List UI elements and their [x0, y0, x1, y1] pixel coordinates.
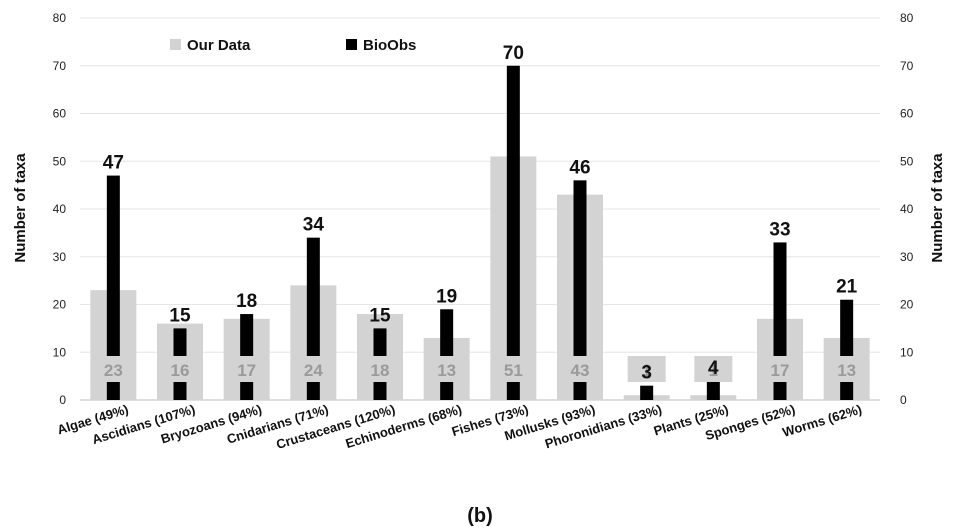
y-tick-left-70: 70	[53, 59, 67, 73]
bar-bioobs-5	[440, 309, 454, 400]
label-box-our-data-3	[294, 356, 333, 382]
y-tick-left-0: 0	[59, 393, 66, 407]
data-label-bioobs-1: 15	[169, 305, 191, 326]
data-label-bioobs-4: 15	[369, 305, 391, 326]
y-axis-left-title: Number of taxa	[12, 153, 29, 263]
label-box-our-data-1	[161, 356, 199, 382]
data-label-our-data-10: 17	[771, 361, 790, 380]
data-label-our-data-8: 1	[642, 361, 651, 380]
data-label-our-data-2: 17	[237, 361, 256, 380]
label-box-our-data-2	[227, 356, 266, 382]
bar-bioobs-7	[573, 180, 587, 400]
label-box-our-data-6	[494, 356, 533, 382]
data-label-our-data-3: 24	[304, 361, 323, 380]
y-tick-left-20: 20	[53, 298, 67, 312]
y-tick-right-20: 20	[900, 298, 914, 312]
data-label-our-data-7: 43	[571, 361, 590, 380]
data-label-our-data-1: 16	[171, 361, 190, 380]
data-label-bioobs-3: 34	[303, 215, 325, 236]
legend-swatch-our-data	[170, 39, 181, 50]
label-box-our-data-4	[361, 356, 399, 382]
y-tick-left-60: 60	[53, 107, 67, 121]
data-label-our-data-0: 23	[104, 361, 123, 380]
data-label-bioobs-8: 3	[641, 363, 652, 384]
data-label-bioobs-5: 19	[436, 286, 457, 307]
label-box-our-data-0	[94, 356, 133, 382]
data-label-bioobs-7: 46	[569, 157, 590, 178]
data-label-our-data-4: 18	[371, 361, 390, 380]
label-box-our-data-5	[427, 356, 466, 382]
legend-swatch-bioobs	[346, 39, 357, 50]
y-axis-right-title: Number of taxa	[929, 153, 946, 263]
data-label-bioobs-10: 33	[769, 219, 790, 240]
bar-bioobs-8	[640, 385, 654, 400]
y-axis-right-ticks: 0 10 20 30 40 50 60 70 80	[900, 11, 914, 407]
bar-bioobs-9	[706, 380, 720, 400]
y-tick-right-0: 0	[900, 393, 907, 407]
legend: Our Data BioObs	[170, 37, 416, 54]
bar-bioobs-11	[840, 299, 854, 400]
y-tick-left-50: 50	[53, 154, 67, 168]
y-axis-left-ticks: 0 10 20 30 40 50 60 70 80	[53, 11, 67, 407]
label-box-our-data-8	[627, 356, 666, 382]
label-box-our-data-11	[827, 356, 866, 382]
bar-bioobs-6	[506, 65, 520, 400]
data-label-bioobs-2: 18	[236, 291, 257, 312]
y-tick-left-40: 40	[53, 202, 67, 216]
legend-label-our-data: Our Data	[187, 37, 251, 54]
data-label-our-data-5: 13	[437, 361, 456, 380]
data-label-bioobs-9: 4	[708, 358, 719, 379]
y-tick-right-70: 70	[900, 59, 914, 73]
data-label-our-data-11: 13	[837, 361, 856, 380]
label-box-our-data-10	[761, 356, 799, 382]
bars	[90, 65, 870, 400]
data-label-bioobs-11: 21	[836, 277, 858, 298]
y-tick-right-40: 40	[900, 202, 914, 216]
y-tick-right-80: 80	[900, 11, 914, 25]
label-box-our-data-7	[561, 356, 599, 382]
y-tick-right-30: 30	[900, 250, 914, 264]
x-axis-category-labels: Algae (49%)Ascidians (107%)Bryozoans (94…	[55, 402, 863, 452]
y-tick-left-80: 80	[53, 11, 67, 25]
bar-bioobs-0	[106, 175, 120, 400]
data-label-our-data-6: 51	[504, 361, 523, 380]
data-label-bioobs-0: 47	[103, 153, 124, 174]
y-tick-right-50: 50	[900, 154, 914, 168]
data-label-bioobs-6: 70	[503, 43, 524, 64]
label-box-our-data-9	[694, 356, 733, 382]
figure-caption: (b)	[467, 505, 493, 527]
y-tick-right-60: 60	[900, 107, 914, 121]
y-tick-left-10: 10	[53, 345, 67, 359]
y-tick-right-10: 10	[900, 345, 914, 359]
data-label-our-data-9: 1	[709, 361, 718, 380]
y-tick-left-30: 30	[53, 250, 67, 264]
legend-label-bioobs: BioObs	[363, 37, 416, 54]
gridlines	[80, 17, 880, 401]
